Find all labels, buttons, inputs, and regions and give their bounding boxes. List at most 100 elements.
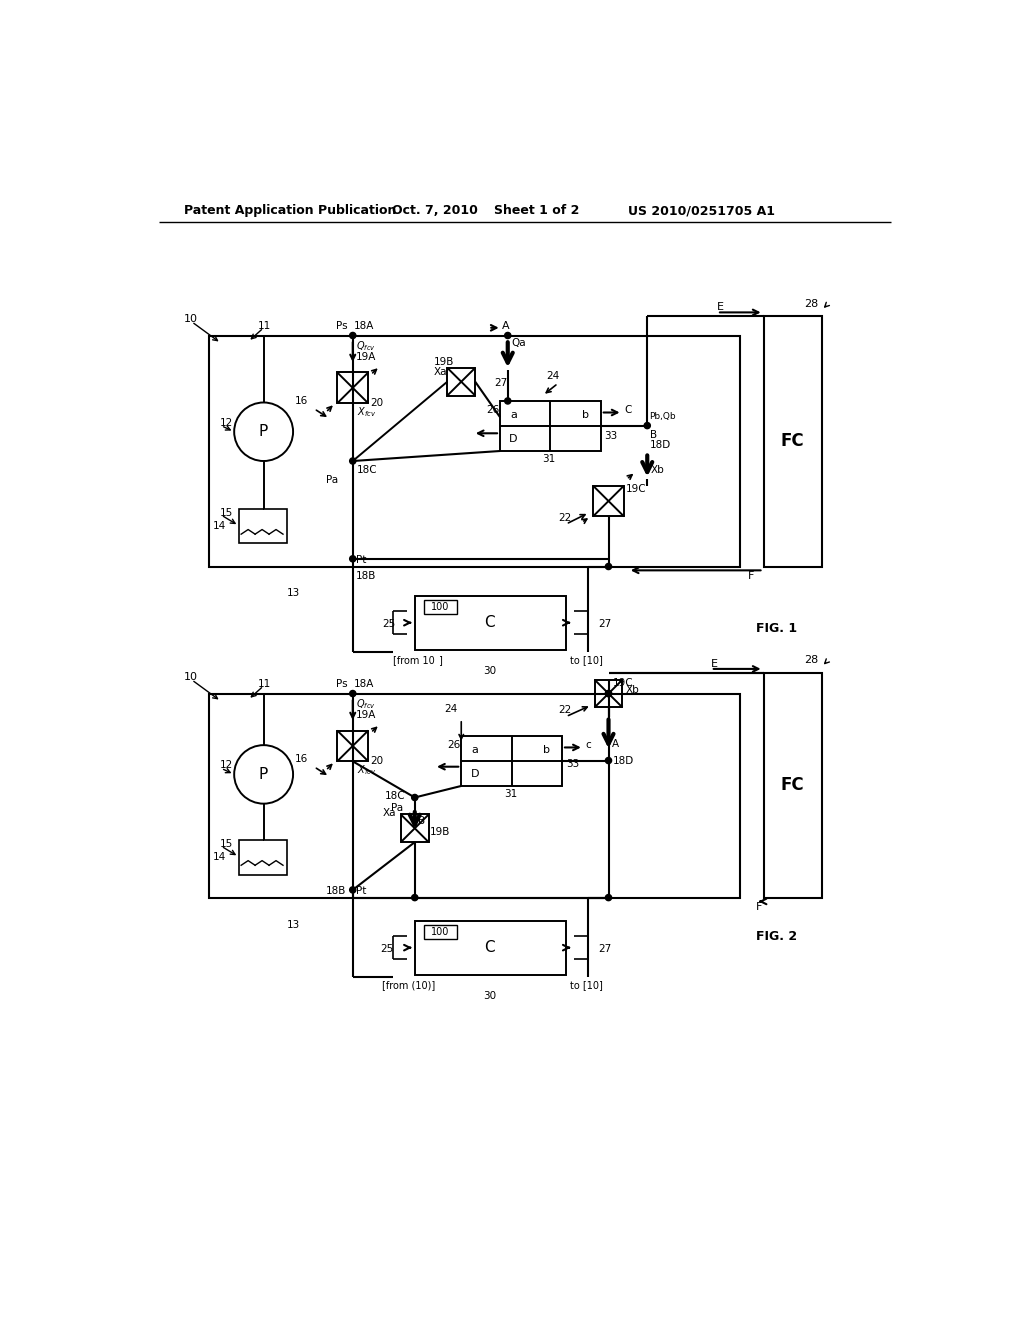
Text: 14: 14: [213, 520, 226, 531]
Text: 18D: 18D: [612, 755, 634, 766]
Text: Ps: Ps: [336, 321, 347, 331]
Circle shape: [505, 397, 511, 404]
Text: 33: 33: [566, 759, 580, 770]
Text: 16: 16: [295, 754, 308, 764]
Bar: [461, 737, 562, 785]
Text: 13: 13: [287, 589, 300, 598]
Bar: [593, 486, 624, 516]
Text: 20: 20: [370, 399, 383, 408]
Circle shape: [412, 795, 418, 800]
Text: c: c: [586, 741, 591, 750]
Text: [from 10: [from 10: [393, 656, 435, 665]
Circle shape: [349, 333, 356, 339]
Text: 11: 11: [258, 680, 271, 689]
Circle shape: [644, 422, 650, 429]
Circle shape: [605, 690, 611, 697]
Bar: [209, 693, 740, 898]
Circle shape: [349, 556, 356, 562]
Text: 10: 10: [183, 672, 198, 681]
Text: 33: 33: [604, 430, 617, 441]
Text: 12: 12: [219, 760, 232, 770]
Circle shape: [349, 690, 356, 697]
Text: D: D: [509, 434, 518, 445]
Text: 31: 31: [543, 454, 556, 463]
Text: 15: 15: [219, 838, 232, 849]
Text: b: b: [582, 409, 589, 420]
Text: 100: 100: [431, 602, 450, 612]
Text: 27: 27: [598, 944, 611, 954]
Text: B: B: [418, 816, 425, 825]
Text: 25: 25: [380, 944, 393, 954]
Text: ]: ]: [438, 656, 442, 665]
Text: 18B: 18B: [326, 887, 346, 896]
Text: 22: 22: [558, 705, 571, 715]
Text: Pt: Pt: [356, 887, 367, 896]
Text: FC: FC: [780, 776, 804, 795]
Text: 30: 30: [483, 991, 497, 1001]
Text: 25: 25: [382, 619, 395, 630]
Text: 24: 24: [444, 704, 458, 714]
Text: 11: 11: [258, 321, 271, 331]
Text: Pt: Pt: [356, 556, 367, 565]
Bar: [337, 372, 369, 404]
Text: $Q_{fcv}$: $Q_{fcv}$: [356, 339, 376, 354]
Text: 31: 31: [504, 788, 517, 799]
Text: F: F: [748, 570, 755, 581]
Bar: [337, 730, 369, 762]
Bar: [415, 595, 566, 649]
Text: 30: 30: [483, 667, 497, 676]
Text: 27: 27: [598, 619, 611, 630]
Text: $Q_{fcv}$: $Q_{fcv}$: [356, 697, 376, 711]
Text: Ps: Ps: [336, 680, 347, 689]
Text: 15: 15: [219, 508, 232, 517]
Text: Pb,Qb: Pb,Qb: [649, 412, 676, 421]
Text: 10: 10: [183, 314, 198, 323]
Text: 19A: 19A: [356, 352, 376, 362]
Bar: [500, 401, 601, 451]
Text: 18A: 18A: [354, 321, 375, 331]
Bar: [415, 921, 566, 974]
Circle shape: [349, 887, 356, 892]
Text: 18B: 18B: [356, 570, 376, 581]
Text: a: a: [511, 409, 517, 420]
Text: to [10]: to [10]: [569, 981, 603, 990]
Circle shape: [605, 758, 611, 763]
Text: B: B: [649, 430, 656, 440]
Text: 26: 26: [447, 741, 461, 750]
Bar: [764, 317, 821, 566]
Bar: [424, 925, 457, 940]
Text: 28: 28: [805, 656, 819, 665]
Circle shape: [349, 458, 356, 465]
Text: A: A: [502, 321, 509, 331]
Text: 18C: 18C: [356, 465, 377, 475]
Text: 19C: 19C: [626, 484, 646, 495]
Text: A: A: [612, 739, 620, 748]
Text: US 2010/0251705 A1: US 2010/0251705 A1: [628, 205, 775, 218]
Text: Pa: Pa: [391, 804, 403, 813]
Text: Sheet 1 of 2: Sheet 1 of 2: [494, 205, 580, 218]
Text: 100: 100: [431, 927, 450, 937]
Text: 24: 24: [547, 371, 560, 380]
Bar: [447, 368, 475, 396]
Circle shape: [505, 333, 511, 339]
Circle shape: [412, 895, 418, 900]
Text: Xa: Xa: [434, 367, 447, 376]
Text: Oct. 7, 2010: Oct. 7, 2010: [391, 205, 477, 218]
Text: E: E: [711, 659, 718, 668]
Text: P: P: [259, 767, 268, 781]
Text: $X_{fcv}$: $X_{fcv}$: [356, 764, 376, 777]
Text: FC: FC: [780, 432, 804, 450]
Text: Xb: Xb: [626, 685, 639, 694]
Bar: [595, 680, 623, 708]
Text: C: C: [484, 940, 496, 956]
Text: P: P: [259, 424, 268, 440]
Text: Xb: Xb: [651, 465, 665, 475]
Text: 14: 14: [213, 851, 226, 862]
Text: FIG. 2: FIG. 2: [756, 929, 797, 942]
Text: 18A: 18A: [354, 680, 375, 689]
Text: Qa: Qa: [512, 338, 526, 348]
Text: 19C: 19C: [612, 677, 633, 688]
Text: 27: 27: [494, 379, 507, 388]
Bar: [400, 814, 429, 842]
Bar: [764, 673, 821, 898]
